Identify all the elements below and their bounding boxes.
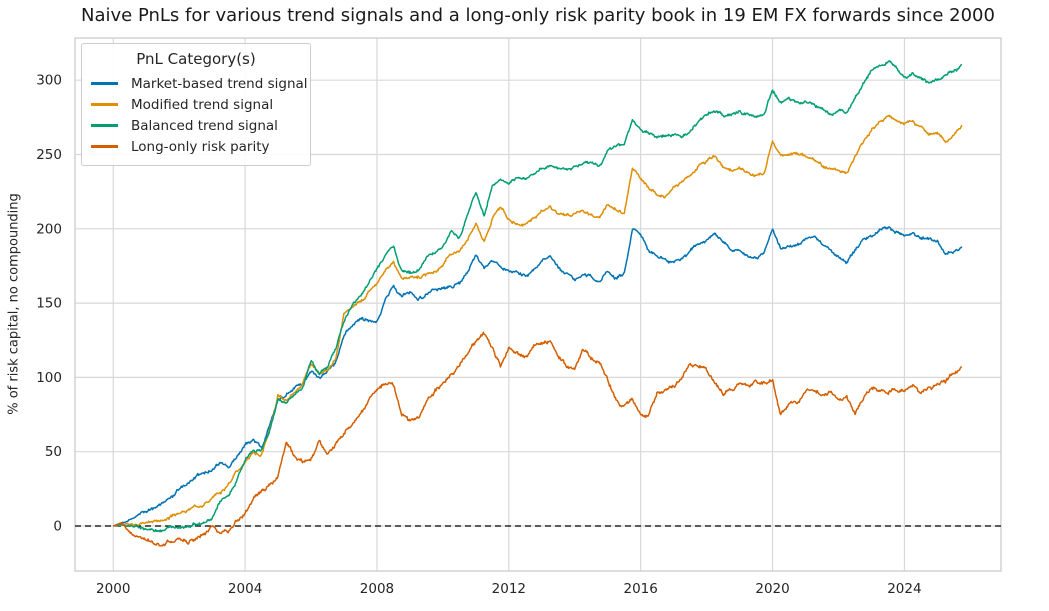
y-tick-label: 50 (45, 444, 62, 460)
x-tick-label: 2004 (228, 581, 262, 597)
legend-item-risk-parity: Long-only risk parity (82, 136, 310, 157)
legend-item-modified: Modified trend signal (82, 94, 310, 115)
series-line-0 (112, 226, 963, 527)
series-line-3 (112, 331, 962, 547)
legend-swatch-balanced-line (91, 124, 118, 127)
y-tick-label: 200 (36, 221, 62, 237)
legend-item-market-based: Market-based trend signal (82, 73, 310, 94)
y-tick-label: 150 (36, 296, 62, 312)
legend-item-label: Modified trend signal (131, 96, 274, 113)
legend-item-label: Long-only risk parity (131, 138, 270, 155)
legend-item-balanced: Balanced trend signal (82, 115, 310, 136)
y-tick-label: 300 (36, 73, 62, 89)
legend-swatch-risk-parity-line (91, 145, 118, 148)
x-tick-label: 2020 (755, 581, 789, 597)
x-tick-label: 2008 (360, 581, 394, 597)
legend-title: PnL Category(s) (136, 50, 256, 68)
y-tick-label: 100 (36, 370, 62, 386)
legend-item-label: Balanced trend signal (131, 117, 278, 134)
legend-swatch-modified-line (91, 103, 118, 106)
legend-swatch-market-based-line (91, 82, 118, 85)
x-tick-label: 2012 (492, 581, 526, 597)
plot-border (74, 37, 1002, 572)
legend-item-label: Market-based trend signal (131, 75, 308, 92)
y-tick-label: 250 (36, 147, 62, 163)
series-line-1 (113, 114, 963, 527)
x-tick-label: 2024 (887, 581, 921, 597)
x-tick-label: 2000 (96, 581, 130, 597)
legend: PnL Category(s) Market-based trend signa… (81, 43, 311, 166)
series-line-2 (113, 60, 963, 533)
x-tick-label: 2016 (624, 581, 658, 597)
chart-title: Naive PnLs for various trend signals and… (81, 5, 995, 26)
y-tick-label: 0 (53, 518, 62, 534)
